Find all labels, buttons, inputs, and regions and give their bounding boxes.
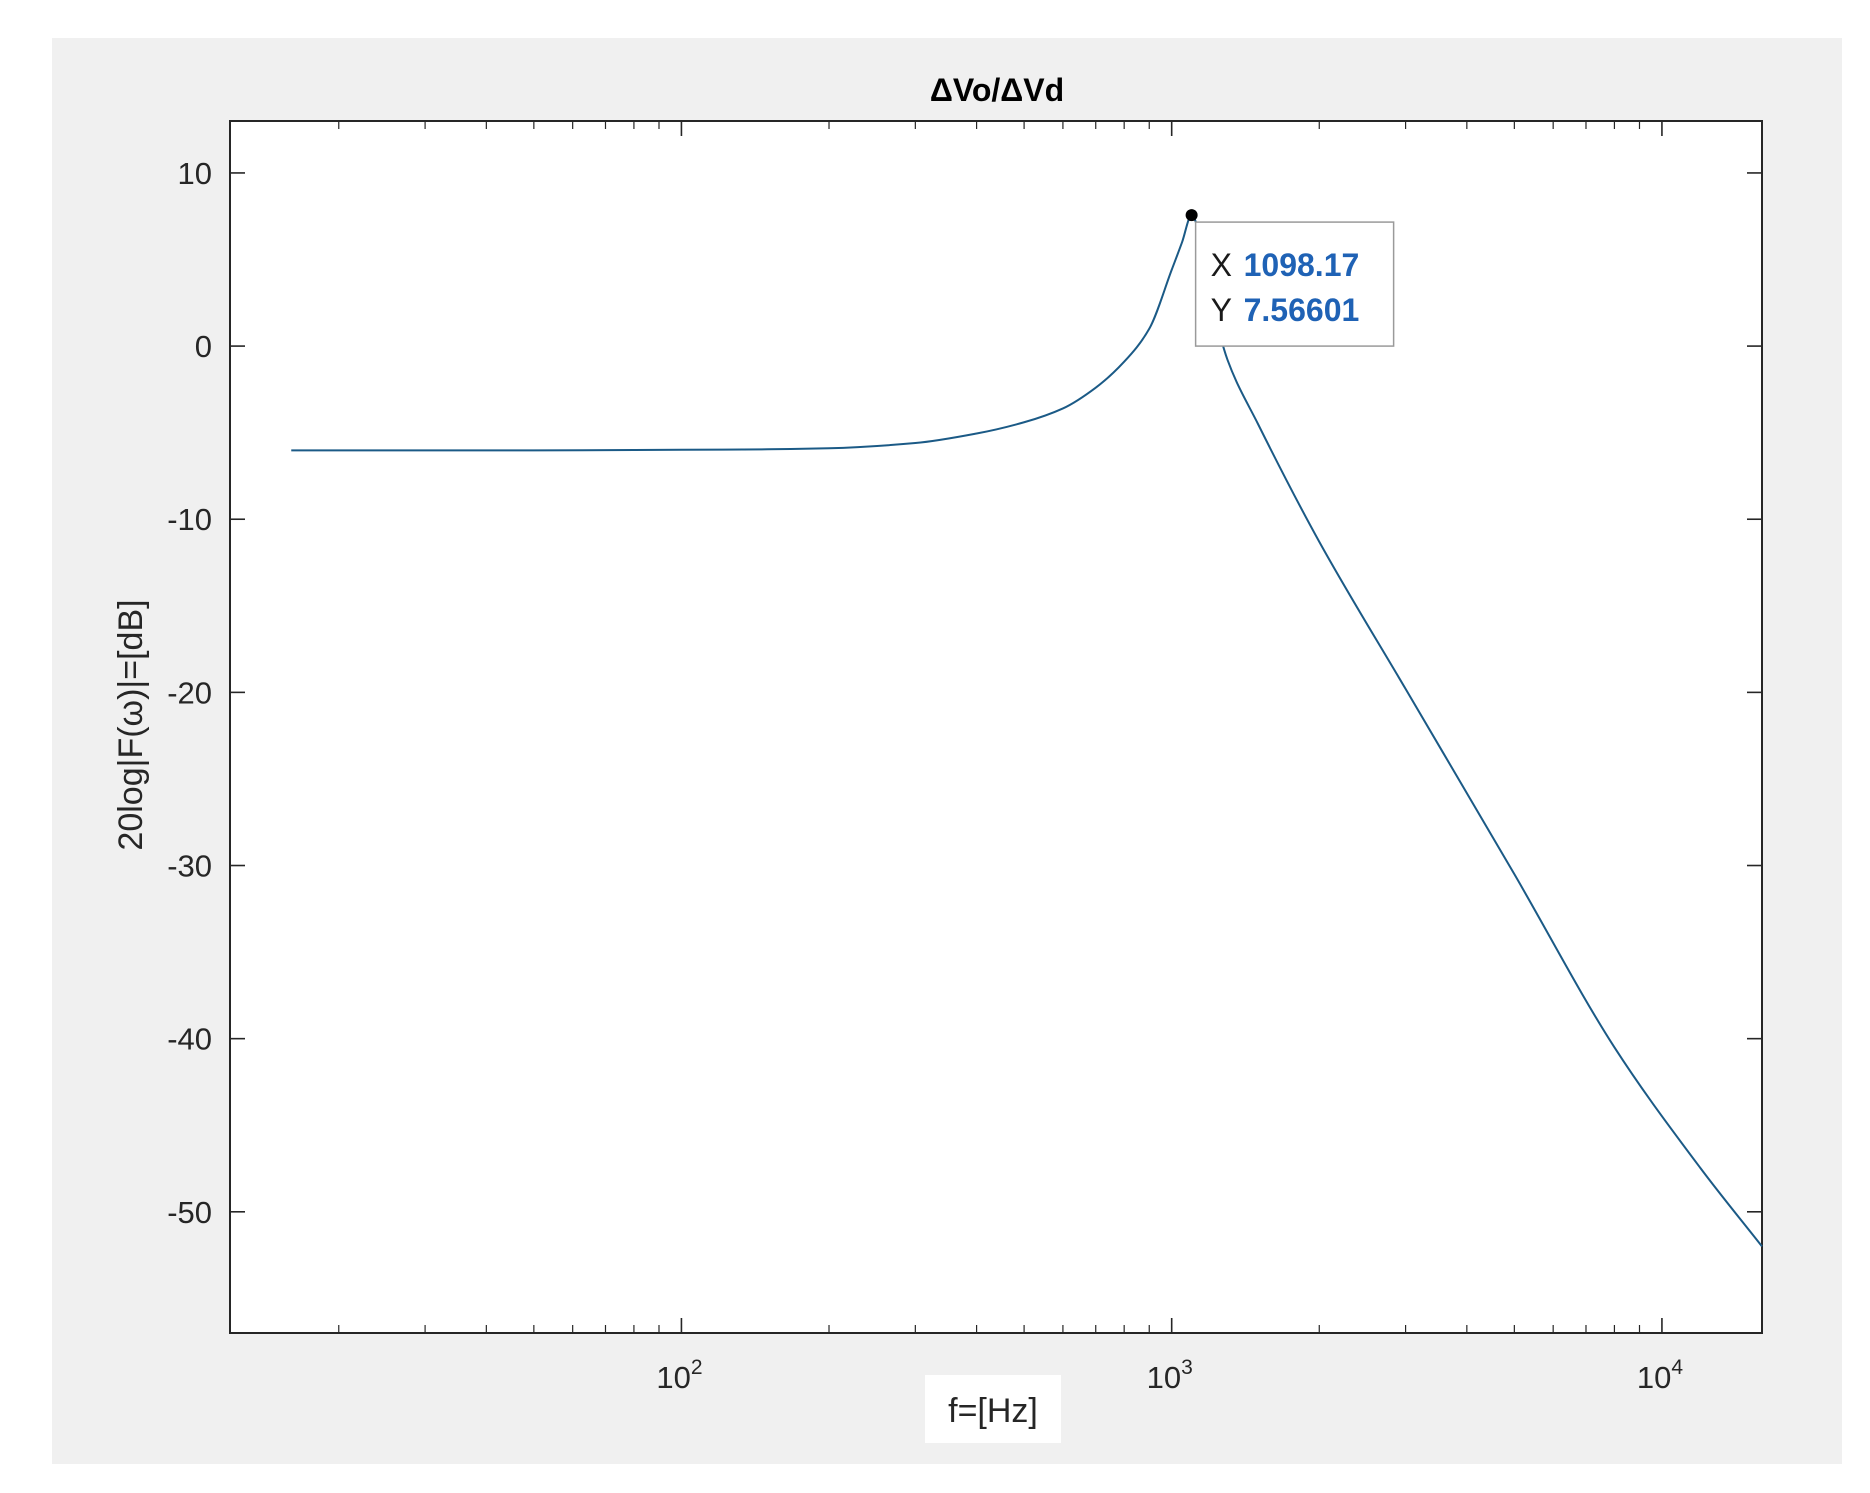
x-axis-label: f=[Hz] bbox=[948, 1392, 1038, 1430]
y-axis-label: 20log|F(ω)|=[dB] bbox=[112, 599, 150, 850]
datatip[interactable]: X 1098.17 Y 7.56601 bbox=[1194, 221, 1395, 347]
y-tick-label: 10 bbox=[178, 156, 212, 191]
datatip-y-label: Y bbox=[1211, 292, 1232, 328]
datatip-x-label: X bbox=[1211, 247, 1232, 283]
chart-title: ΔVo/ΔVd bbox=[930, 72, 1064, 108]
y-tick-label: -40 bbox=[167, 1022, 212, 1057]
x-tick-label: 102 bbox=[656, 1356, 702, 1395]
x-axis-label-background bbox=[925, 1375, 1061, 1443]
y-tick-labels: 10 0 -10 -20 -30 -40 -50 bbox=[167, 156, 212, 1230]
datatip-box bbox=[1194, 221, 1395, 347]
datatip-marker[interactable] bbox=[1185, 209, 1198, 222]
y-tick-label: 0 bbox=[195, 329, 212, 364]
plot-area bbox=[230, 121, 1762, 1333]
axes-box bbox=[229, 120, 1763, 1334]
y-tick-label: -10 bbox=[167, 502, 212, 537]
datatip-y-value: 7.56601 bbox=[1244, 292, 1360, 328]
x-tick-label: 103 bbox=[1147, 1356, 1193, 1395]
y-tick-label: -50 bbox=[167, 1195, 212, 1230]
y-tick-label: -30 bbox=[167, 849, 212, 884]
series-line bbox=[291, 214, 1763, 1248]
y-tick-label: -20 bbox=[167, 675, 212, 710]
x-tick-labels: 102 103 104 bbox=[656, 1356, 1683, 1395]
datatip-x-value: 1098.17 bbox=[1244, 247, 1360, 283]
major-ticks bbox=[230, 121, 1762, 1333]
x-tick-label: 104 bbox=[1637, 1356, 1683, 1395]
minor-ticks bbox=[338, 121, 1641, 1333]
